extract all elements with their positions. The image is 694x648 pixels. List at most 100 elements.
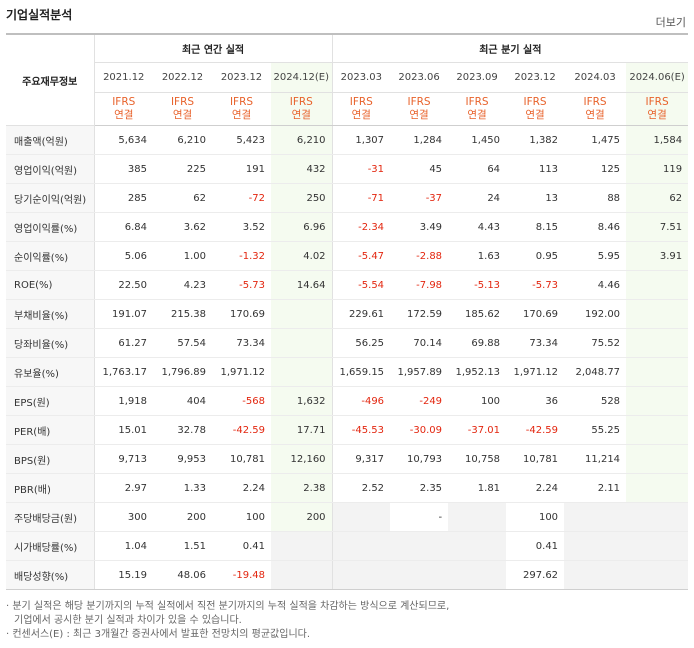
basis-header: IFRS 연결: [448, 92, 507, 126]
table-cell: 200: [153, 502, 212, 532]
basis-consolidated: 연결: [647, 109, 667, 121]
table-cell: -19.48: [212, 560, 271, 590]
period-header: 2023.06: [390, 62, 449, 93]
table-cell: [564, 560, 627, 590]
table-cell: 8.15: [506, 212, 565, 242]
table-cell: 15.01: [94, 415, 153, 445]
table-cell: -45.53: [331, 415, 391, 445]
basis-consolidated: 연결: [231, 109, 252, 121]
table-cell: 1.51: [153, 531, 212, 561]
period-header: 2024.12(E): [271, 62, 333, 93]
table-cell: 170.69: [212, 299, 271, 329]
table-cell: 62: [626, 183, 689, 213]
table-cell: [564, 531, 627, 561]
table-cell: 13: [506, 183, 565, 213]
table-cell: -249: [390, 386, 449, 416]
basis-consolidated: 연결: [291, 109, 311, 121]
table-cell: 88: [564, 183, 627, 213]
table-cell: 172.59: [390, 299, 449, 329]
table-cell: 9,953: [153, 444, 212, 474]
basis-ifrs: IFRS: [170, 96, 195, 108]
table-cell: -42.59: [506, 415, 565, 445]
table-cell: 55.25: [564, 415, 627, 445]
table-cell: -31: [331, 154, 391, 184]
table-cell: 75.52: [564, 328, 627, 358]
table-cell: [626, 473, 689, 503]
table-row: ROE(%) 22.50 4.23 -5.73 14.64 -5.54 -7.98 -5.13…: [6, 270, 689, 300]
table-cell: 100: [506, 502, 565, 532]
table-cell: 3.52: [212, 212, 271, 242]
basis-ifrs: IFRS: [289, 96, 313, 108]
basis-ifrs: IFRS: [523, 96, 547, 108]
table-cell: 215.38: [153, 299, 212, 329]
table-cell: 125: [564, 154, 627, 184]
table-cell: 57.54: [153, 328, 212, 358]
table-row: BPS(원) 9,713 9,953 10,781 12,160 9,317 10,793 1…: [6, 444, 689, 474]
table-cell: 119: [626, 154, 689, 184]
table-cell: 2.97: [94, 473, 153, 503]
table-cell: [626, 328, 689, 358]
table-cell: [448, 502, 507, 532]
table-cell: 3.62: [153, 212, 212, 242]
table-cell: -5.73: [506, 270, 565, 300]
table-cell: 32.78: [153, 415, 212, 445]
table-cell: 6.84: [94, 212, 153, 242]
table-cell: [626, 299, 689, 329]
table-cell: 1,918: [94, 386, 153, 416]
footnote-1: · 분기 실적은 해당 분기까지의 누적 실적에서 직전 분기까지의 누적 실적…: [6, 601, 450, 612]
table-cell: 11,214: [564, 444, 627, 474]
footnote-3: · 컨센서스(E) : 최근 3개월간 증권사에서 발표한 전망치의 평균값입니…: [6, 629, 311, 640]
table-cell: -7.98: [390, 270, 449, 300]
table-cell: 48.06: [153, 560, 212, 590]
row-label: 당기순이익(억원): [6, 183, 95, 213]
table-cell: [626, 444, 689, 474]
more-link[interactable]: 더보기: [655, 16, 686, 29]
table-cell: 2.52: [331, 473, 391, 503]
row-label: 주당배당금(원): [6, 502, 95, 532]
table-cell: -5.47: [331, 241, 391, 271]
table-cell: 113: [506, 154, 565, 184]
table-cell: 70.14: [390, 328, 449, 358]
row-label: 배당성향(%): [6, 560, 95, 590]
basis-ifrs: IFRS: [229, 96, 254, 108]
table-cell: 14.64: [271, 270, 333, 300]
row-label: 순이익률(%): [6, 241, 95, 271]
row-label: BPS(원): [6, 444, 95, 474]
table-cell: -5.73: [212, 270, 271, 300]
table-cell: [626, 415, 689, 445]
table-cell: -30.09: [390, 415, 449, 445]
table-cell: 1.00: [153, 241, 212, 271]
table-cell: -5.13: [448, 270, 507, 300]
section-title: 기업실적분석: [6, 8, 73, 22]
row-label: PBR(배): [6, 473, 95, 503]
table-cell: 69.88: [448, 328, 507, 358]
footnotes: · 분기 실적은 해당 분기까지의 누적 실적에서 직전 분기까지의 누적 실적…: [6, 600, 449, 642]
table-cell: [626, 270, 689, 300]
table-cell: 9,317: [331, 444, 391, 474]
table-cell: 73.34: [212, 328, 271, 358]
table-cell: [564, 502, 627, 532]
table-cell: 229.61: [331, 299, 391, 329]
table-cell: 36: [506, 386, 565, 416]
basis-consolidated: 연결: [114, 109, 134, 121]
basis-consolidated: 연결: [525, 109, 545, 121]
table-cell: 6.96: [271, 212, 333, 242]
table-cell: 8.46: [564, 212, 627, 242]
table-cell: 1.04: [94, 531, 153, 561]
table-cell: 7.51: [626, 212, 689, 242]
table-cell: 1,796.89: [153, 357, 212, 387]
basis-ifrs: IFRS: [112, 96, 136, 108]
basis-header: IFRS 연결: [94, 92, 153, 126]
table-cell: 2.35: [390, 473, 449, 503]
table-cell: 191: [212, 154, 271, 184]
table-cell: 6,210: [153, 125, 212, 155]
quarter-group-header: 최근 분기 실적: [331, 33, 689, 63]
table-cell: 73.34: [506, 328, 565, 358]
table-row: 시가배당률(%) 1.04 1.51 0.41 0.41: [6, 531, 689, 561]
header-label: 주요재무정보: [6, 33, 95, 126]
table-cell: 45: [390, 154, 449, 184]
table-cell: 2.11: [564, 473, 627, 503]
row-label: 부채비율(%): [6, 299, 95, 329]
basis-header: IFRS 연결: [564, 92, 627, 126]
table-cell: 297.62: [506, 560, 565, 590]
